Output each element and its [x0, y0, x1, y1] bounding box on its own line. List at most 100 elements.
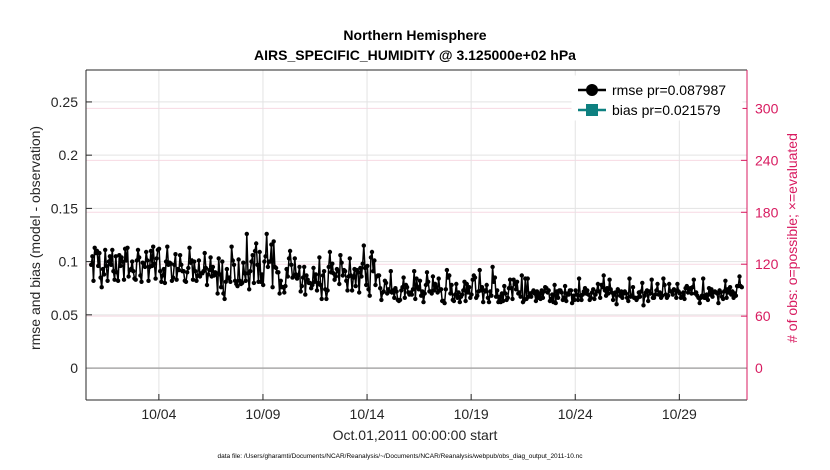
rmse-point — [737, 274, 741, 278]
rmse-point — [262, 259, 266, 263]
rmse-point — [541, 296, 545, 300]
rmse-point — [690, 285, 694, 289]
rmse-point — [131, 269, 135, 273]
rmse-point — [706, 298, 710, 302]
rmse-point — [559, 290, 563, 294]
rmse-point — [149, 249, 153, 253]
rmse-point — [174, 278, 178, 282]
rmse-point — [322, 269, 326, 273]
rmse-point — [157, 247, 161, 251]
rmse-point — [249, 259, 253, 263]
rmse-point — [136, 248, 140, 252]
rmse-point — [442, 301, 446, 305]
rmse-point — [122, 278, 126, 282]
rmse-point — [151, 245, 155, 249]
rmse-point — [351, 275, 355, 279]
rmse-point — [359, 274, 363, 278]
rmse-point — [217, 256, 221, 260]
rmse-point — [211, 265, 215, 269]
rmse-point — [101, 267, 105, 271]
rmse-point — [341, 273, 345, 277]
rmse-point — [265, 232, 269, 236]
rmse-point — [515, 280, 519, 284]
rmse-point — [354, 284, 358, 288]
rmse-point — [514, 287, 518, 291]
rmse-point — [716, 301, 720, 305]
rmse-point — [550, 292, 554, 296]
rmse-point — [231, 258, 235, 262]
rmse-point — [162, 267, 166, 271]
x-tick-label: 10/04 — [141, 406, 176, 422]
rmse-point — [90, 254, 94, 258]
rmse-point — [104, 264, 108, 268]
rmse-point — [304, 273, 308, 277]
rmse-point — [254, 241, 258, 245]
rmse-point — [394, 289, 398, 293]
rmse-point — [207, 268, 211, 272]
y-tick-label-left: 0.05 — [51, 307, 78, 323]
rmse-point — [384, 281, 388, 285]
rmse-point — [467, 285, 471, 289]
x-tick-label: 10/24 — [558, 406, 593, 422]
rmse-point — [666, 294, 670, 298]
rmse-point — [185, 270, 189, 274]
rmse-point — [236, 257, 240, 261]
rmse-point — [423, 291, 427, 295]
rmse-point — [208, 255, 212, 259]
rmse-point — [178, 253, 182, 257]
rmse-point — [661, 276, 665, 280]
rmse-point — [411, 287, 415, 291]
rmse-point — [192, 259, 196, 263]
rmse-point — [350, 288, 354, 292]
rmse-point — [458, 300, 462, 304]
rmse-point — [564, 299, 568, 303]
rmse-point — [372, 258, 376, 262]
rmse-point — [405, 285, 409, 289]
y-tick-label-left: 0.1 — [59, 254, 79, 270]
rmse-point — [529, 295, 533, 299]
rmse-point — [266, 265, 270, 269]
y-tick-label-left: 0.15 — [51, 200, 78, 216]
rmse-point — [598, 296, 602, 300]
x-axis-label: Oct.01,2011 00:00:00 start — [333, 427, 498, 443]
rmse-point — [91, 279, 95, 283]
rmse-point — [228, 280, 232, 284]
legend-marker-circle — [586, 84, 598, 96]
rmse-point — [503, 291, 507, 295]
rmse-point — [289, 263, 293, 267]
rmse-point — [220, 259, 224, 263]
rmse-point — [563, 284, 567, 288]
rmse-point — [426, 280, 430, 284]
legend-label: bias pr=0.021579 — [612, 102, 721, 118]
rmse-point — [473, 275, 477, 279]
rmse-point — [728, 285, 732, 289]
rmse-point — [314, 272, 318, 276]
rmse-point — [297, 265, 301, 269]
rmse-point — [489, 294, 493, 298]
rmse-point — [692, 278, 696, 282]
rmse-point — [723, 279, 727, 283]
rmse-point — [219, 285, 223, 289]
rmse-point — [268, 259, 272, 263]
rmse-point — [356, 270, 360, 274]
rmse-point — [222, 297, 226, 301]
rmse-point — [662, 283, 666, 287]
rmse-point — [506, 296, 510, 300]
rmse-point — [165, 245, 169, 249]
rmse-point — [357, 290, 361, 294]
rmse-point — [229, 245, 233, 249]
rmse-point — [255, 263, 259, 267]
rmse-point — [425, 270, 429, 274]
rmse-point — [520, 273, 524, 277]
rmse-point — [362, 243, 366, 247]
rmse-point — [556, 296, 560, 300]
rmse-point — [248, 269, 252, 273]
chart-subtitle: AIRS_SPECIFIC_HUMIDITY @ 3.125000e+02 hP… — [254, 47, 576, 63]
rmse-point — [344, 279, 348, 283]
rmse-point — [627, 276, 631, 280]
rmse-point — [412, 269, 416, 273]
rmse-point — [109, 263, 113, 267]
rmse-point — [97, 251, 101, 255]
rmse-point — [163, 281, 167, 285]
rmse-point — [547, 288, 551, 292]
